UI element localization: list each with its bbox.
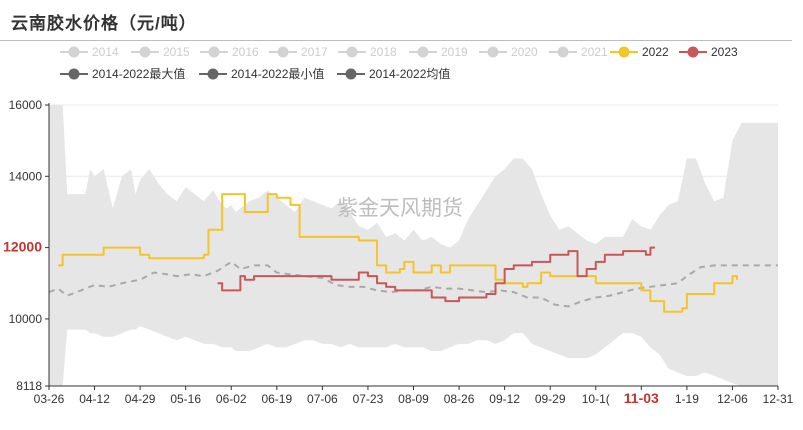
legend-label: 2016 — [232, 45, 259, 59]
legend-marker-icon — [269, 46, 297, 58]
x-tick-label: 08-09 — [398, 392, 429, 406]
y-tick-label: 16000 — [9, 98, 43, 112]
legend-label: 2021 — [581, 45, 608, 59]
legend-label: 2014-2022均值 — [369, 67, 451, 81]
legend-label: 2015 — [163, 45, 190, 59]
legend-label: 2014-2022最大值 — [92, 67, 186, 81]
x-tick-label: 09-12 — [489, 392, 520, 406]
x-tick-label: 10-1( — [582, 392, 610, 406]
y-tick-label: 8118 — [16, 379, 42, 393]
range-band-area — [49, 105, 778, 386]
legend-label: 2023 — [711, 45, 738, 59]
x-tick-label: 04-12 — [79, 392, 110, 406]
legend-label: 2019 — [441, 45, 468, 59]
legend-marker-icon — [679, 46, 707, 58]
legend-marker-icon — [131, 46, 159, 58]
x-tick-label: 1-19 — [675, 392, 699, 406]
legend: 2014 2015 2016 2017 2018 2019 2020 2021 2022 2023… — [0, 0, 803, 90]
x-tick-label: 03-26 — [34, 392, 65, 406]
line-2023 — [217, 246, 655, 303]
page-title: 云南胶水价格（元/吨） — [11, 14, 197, 33]
legend-marker-icon — [199, 68, 227, 80]
legend-marker-icon — [409, 46, 437, 58]
legend-marker-icon — [60, 46, 88, 58]
legend-marker-icon — [200, 46, 228, 58]
legend-label: 2017 — [301, 45, 328, 59]
x-tick-label: 06-02 — [216, 392, 247, 406]
y-tick-label: 14000 — [9, 169, 43, 183]
legend-label: 2014-2022最小值 — [231, 67, 325, 81]
x-tick-label: 11-03 — [624, 390, 659, 406]
y-tick-label: 12000 — [3, 239, 42, 255]
legend-marker-icon — [549, 46, 577, 58]
line-2022 — [58, 193, 738, 313]
legend-label: 2018 — [370, 45, 397, 59]
legend-label: 2014 — [92, 45, 119, 59]
title-bar: 云南胶水价格（元/吨） — [0, 0, 792, 41]
x-tick-label: 04-29 — [125, 392, 156, 406]
legend-label: 2022 — [642, 45, 669, 59]
legend-marker-icon — [479, 46, 507, 58]
legend-label: 2020 — [511, 45, 538, 59]
y-tick-label: 10000 — [9, 312, 43, 326]
x-tick-label: 07-23 — [353, 392, 384, 406]
legend-marker-icon — [338, 46, 366, 58]
x-tick-label: 08-26 — [444, 392, 475, 406]
x-tick-label: 07-06 — [307, 392, 338, 406]
x-tick-label: 09-29 — [535, 392, 566, 406]
legend-marker-icon — [60, 68, 88, 80]
x-tick-label: 05-16 — [170, 392, 201, 406]
legend-marker-icon — [337, 68, 365, 80]
watermark-text: 紫金天风期货 — [337, 197, 463, 220]
legend-marker-icon — [610, 46, 638, 58]
x-tick-label: 12-06 — [717, 392, 748, 406]
x-tick-label: 12-31 — [763, 392, 794, 406]
x-tick-label: 06-19 — [261, 392, 292, 406]
